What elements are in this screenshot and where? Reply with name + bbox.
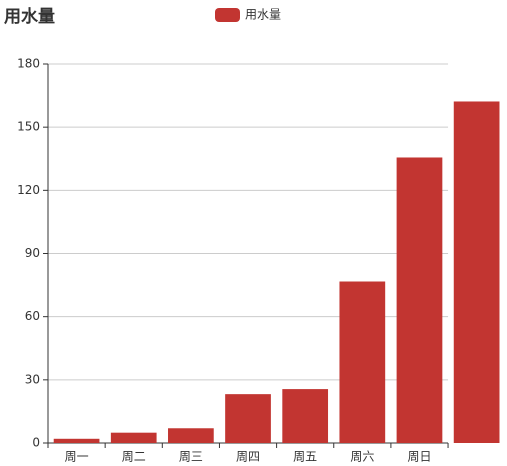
x-tick-label: 周日 (407, 450, 431, 464)
bar (225, 394, 271, 443)
y-tick-label: 180 (17, 57, 40, 71)
chart-title: 用水量 (4, 6, 55, 27)
bar (282, 389, 329, 443)
legend-swatch (215, 8, 240, 22)
bar (168, 428, 214, 443)
x-tick-label: 周一 (65, 450, 89, 464)
y-tick-label: 0 (32, 436, 40, 450)
y-tick-label: 60 (25, 309, 40, 323)
x-tick-label: 周二 (122, 450, 146, 464)
y-tick-label: 150 (17, 120, 40, 134)
y-tick-label: 120 (17, 183, 40, 197)
x-tick-label: 周六 (350, 450, 374, 464)
bar (110, 432, 157, 443)
bar (53, 438, 100, 443)
y-tick-label: 30 (25, 372, 40, 386)
bar (453, 101, 500, 444)
bar (339, 281, 386, 443)
y-tick-label: 90 (25, 246, 40, 260)
x-tick-label: 周五 (293, 450, 317, 464)
x-tick-label: 周四 (236, 450, 260, 464)
x-tick-label: 周三 (179, 450, 203, 464)
legend-label: 用水量 (245, 8, 281, 22)
bar (396, 157, 443, 443)
